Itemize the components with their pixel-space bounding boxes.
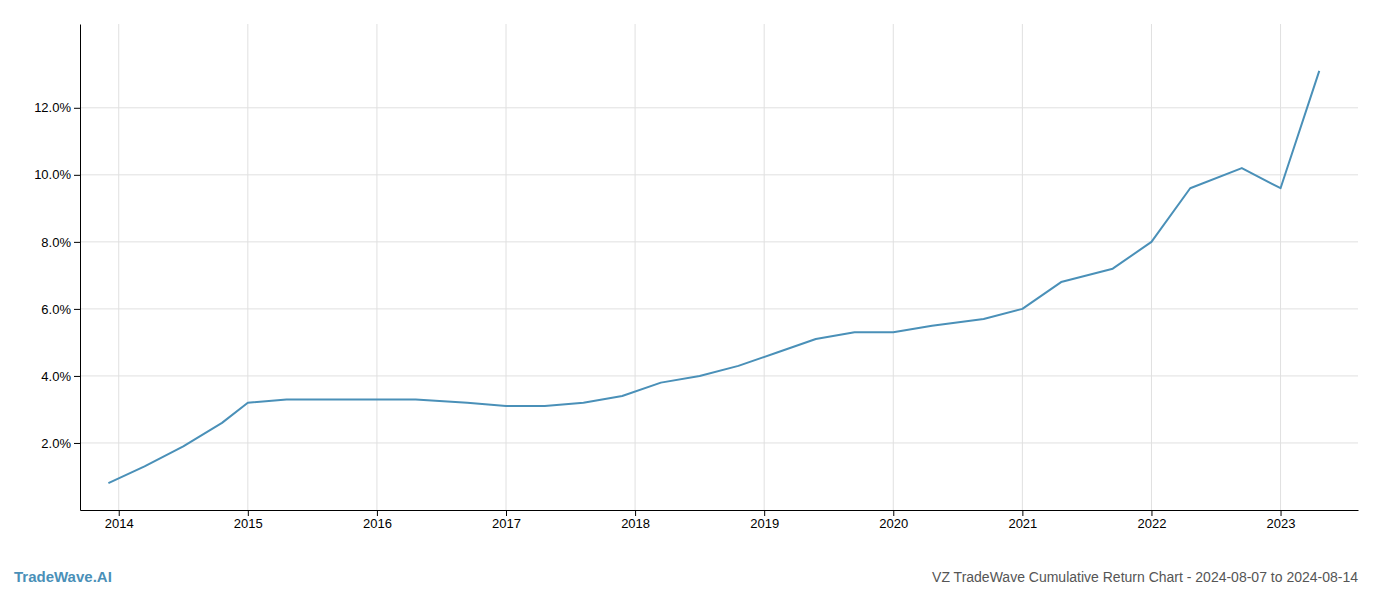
grid-line bbox=[80, 241, 1358, 242]
y-axis-line bbox=[80, 25, 81, 511]
title: VZ TradeWave Cumulative Return Chart - 2… bbox=[932, 569, 1358, 585]
y-tick-label: 6.0% bbox=[41, 302, 71, 317]
x-tick-label: 2022 bbox=[1137, 516, 1166, 531]
y-tick-mark bbox=[74, 242, 80, 243]
x-tick: 2014 bbox=[105, 510, 134, 531]
x-tick-label: 2019 bbox=[750, 516, 779, 531]
y-tick: 6.0% bbox=[41, 302, 80, 317]
x-tick-mark bbox=[377, 510, 378, 516]
x-tick-mark bbox=[764, 510, 765, 516]
x-tick-label: 2017 bbox=[492, 516, 521, 531]
y-tick: 10.0% bbox=[34, 167, 80, 182]
grid-line bbox=[80, 375, 1358, 376]
y-tick-label: 10.0% bbox=[34, 167, 71, 182]
y-tick: 4.0% bbox=[41, 369, 80, 384]
x-tick: 2020 bbox=[879, 510, 908, 531]
x-tick-mark bbox=[506, 510, 507, 516]
y-tick-mark bbox=[74, 309, 80, 310]
x-tick-label: 2014 bbox=[105, 516, 134, 531]
grid bbox=[80, 24, 1358, 510]
x-axis-line bbox=[81, 510, 1359, 511]
grid-line bbox=[1022, 24, 1023, 510]
x-tick-mark bbox=[893, 510, 894, 516]
x-tick: 2022 bbox=[1137, 510, 1166, 531]
y-tick-label: 12.0% bbox=[34, 100, 71, 115]
x-tick: 2016 bbox=[363, 510, 392, 531]
grid-line bbox=[80, 308, 1358, 309]
y-tick: 2.0% bbox=[41, 436, 80, 451]
x-tick-mark bbox=[1022, 510, 1023, 516]
grid-line bbox=[506, 24, 507, 510]
x-tick-mark bbox=[635, 510, 636, 516]
y-axis: 2.0% 4.0% 6.0% 8.0% 10.0% 12.0% bbox=[34, 25, 80, 511]
y-tick-mark bbox=[74, 443, 80, 444]
x-tick: 2021 bbox=[1008, 510, 1037, 531]
grid-line bbox=[80, 442, 1358, 443]
x-tick-label: 2015 bbox=[234, 516, 263, 531]
grid-line bbox=[1280, 24, 1281, 510]
grid-line bbox=[764, 24, 765, 510]
grid-line bbox=[80, 107, 1358, 108]
x-tick-label: 2016 bbox=[363, 516, 392, 531]
grid-line bbox=[80, 174, 1358, 175]
y-tick-label: 8.0% bbox=[41, 235, 71, 250]
y-tick-label: 4.0% bbox=[41, 369, 71, 384]
grid-line bbox=[635, 24, 636, 510]
y-tick: 12.0% bbox=[34, 100, 80, 115]
y-tick-mark bbox=[74, 376, 80, 377]
plot-area bbox=[108, 71, 1319, 483]
x-tick: 2023 bbox=[1267, 510, 1296, 531]
x-tick: 2017 bbox=[492, 510, 521, 531]
y-tick-mark bbox=[74, 108, 80, 109]
grid-line bbox=[376, 24, 377, 510]
x-tick-mark bbox=[119, 510, 120, 516]
grid-line bbox=[1151, 24, 1152, 510]
grid-line bbox=[893, 24, 894, 510]
x-tick: 2019 bbox=[750, 510, 779, 531]
grid-line bbox=[118, 24, 119, 510]
y-tick-label: 2.0% bbox=[41, 436, 71, 451]
watermark: TradeWave.AI bbox=[14, 568, 112, 585]
y-tick: 8.0% bbox=[41, 235, 80, 250]
x-tick: 2015 bbox=[234, 510, 263, 531]
grid-line bbox=[247, 24, 248, 510]
x-tick-mark bbox=[1151, 510, 1152, 516]
x-tick-label: 2020 bbox=[879, 516, 908, 531]
chart: 2014 2015 2016 2017 2018 2019 2020 2021 2022 2023… bbox=[0, 0, 1400, 600]
x-tick-mark bbox=[1281, 510, 1282, 516]
x-tick: 2018 bbox=[621, 510, 650, 531]
x-tick-label: 2023 bbox=[1267, 516, 1296, 531]
x-tick-label: 2018 bbox=[621, 516, 650, 531]
y-tick-mark bbox=[74, 175, 80, 176]
line bbox=[108, 71, 1319, 483]
x-tick-label: 2021 bbox=[1008, 516, 1037, 531]
x-axis: 2014 2015 2016 2017 2018 2019 2020 2021 2022 2023 bbox=[81, 510, 1359, 531]
x-tick-mark bbox=[248, 510, 249, 516]
